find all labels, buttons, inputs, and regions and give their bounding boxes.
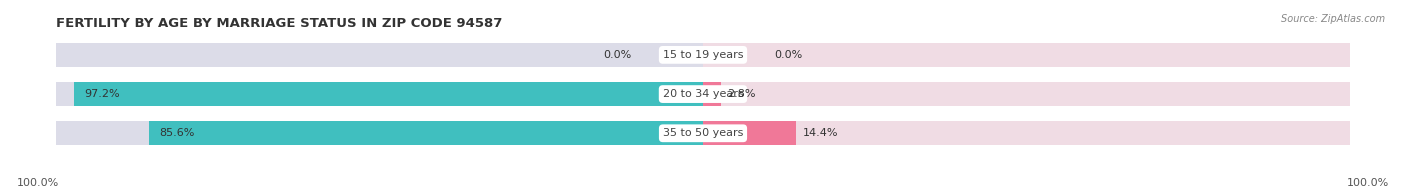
Text: 85.6%: 85.6% <box>159 128 194 138</box>
Text: 15 to 19 years: 15 to 19 years <box>662 50 744 60</box>
Text: 100.0%: 100.0% <box>17 178 59 188</box>
Bar <box>149 121 703 145</box>
Text: 97.2%: 97.2% <box>84 89 120 99</box>
Text: 0.0%: 0.0% <box>603 50 631 60</box>
Bar <box>703 82 1350 106</box>
Bar <box>703 121 796 145</box>
Text: 0.0%: 0.0% <box>775 50 803 60</box>
Bar <box>56 43 703 67</box>
Bar <box>703 43 1350 67</box>
Text: 35 to 50 years: 35 to 50 years <box>662 128 744 138</box>
Text: FERTILITY BY AGE BY MARRIAGE STATUS IN ZIP CODE 94587: FERTILITY BY AGE BY MARRIAGE STATUS IN Z… <box>56 17 502 30</box>
Bar <box>703 82 721 106</box>
Text: 14.4%: 14.4% <box>803 128 838 138</box>
Text: 100.0%: 100.0% <box>1347 178 1389 188</box>
Text: Source: ZipAtlas.com: Source: ZipAtlas.com <box>1281 14 1385 24</box>
Bar <box>703 121 1350 145</box>
Bar <box>56 121 703 145</box>
Text: 2.8%: 2.8% <box>727 89 756 99</box>
Text: 20 to 34 years: 20 to 34 years <box>662 89 744 99</box>
Bar <box>75 82 703 106</box>
Bar <box>56 82 703 106</box>
